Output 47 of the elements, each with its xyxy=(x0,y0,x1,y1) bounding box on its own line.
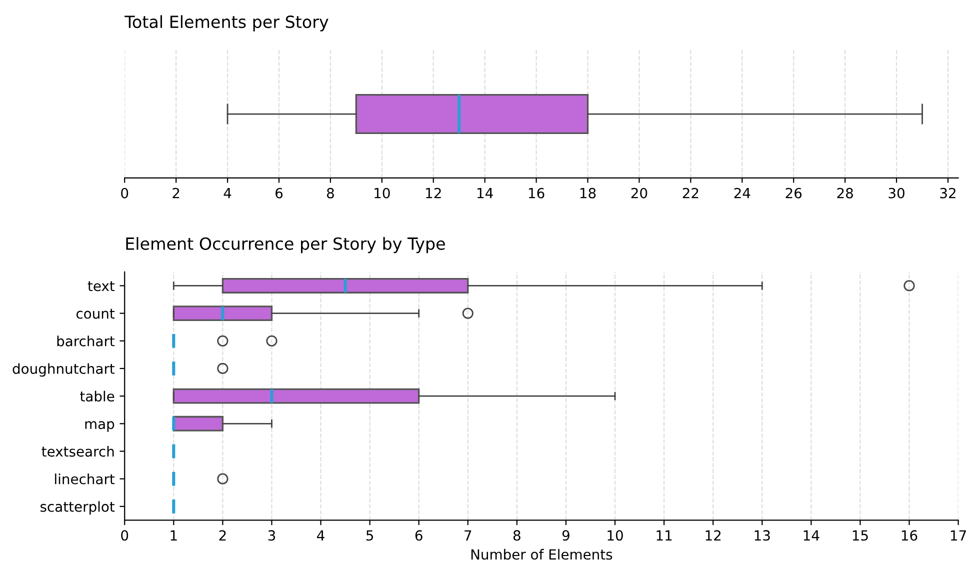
x-tick-label: 24 xyxy=(734,188,750,198)
y-tick-label: linechart xyxy=(55,474,115,484)
y-tick-label: map xyxy=(85,421,114,432)
x-tick-label: 17 xyxy=(950,530,966,540)
chart-title: Element Occurrence per Story by Type xyxy=(126,237,445,254)
x-tick-label: 6 xyxy=(276,188,283,198)
x-tick-label: 2 xyxy=(172,188,180,198)
y-tick-label: table xyxy=(80,390,114,402)
x-tick-label: 12 xyxy=(706,530,721,540)
x-tick-label: 30 xyxy=(888,188,904,198)
y-tick-label: doughnutchart xyxy=(12,363,115,377)
x-tick-label: 16 xyxy=(528,188,544,198)
chart-title: Total Elements per Story xyxy=(124,15,328,32)
x-tick-label: 14 xyxy=(478,188,493,198)
x-tick-label: 5 xyxy=(366,530,374,541)
x-tick-label: 4 xyxy=(317,530,324,540)
x-tick-label: 10 xyxy=(608,530,623,541)
x-tick-label: 10 xyxy=(374,188,390,198)
x-tick-label: 12 xyxy=(426,188,441,198)
x-tick-label: 2 xyxy=(219,530,226,540)
x-tick-label: 9 xyxy=(562,530,570,541)
x-tick-label: 6 xyxy=(415,530,422,541)
x-axis-title: Number of Elements xyxy=(471,548,612,560)
x-tick-label: 16 xyxy=(902,530,918,541)
x-tick-label: 11 xyxy=(656,530,672,540)
y-tick-label: scatterplot xyxy=(40,501,115,515)
y-tick-label: count xyxy=(76,308,115,319)
x-tick-label: 0 xyxy=(121,530,128,541)
x-tick-label: 28 xyxy=(837,188,853,198)
x-tick-label: 22 xyxy=(682,188,698,198)
x-tick-label: 20 xyxy=(631,188,648,198)
x-tick-label: 0 xyxy=(121,188,128,198)
x-tick-label: 8 xyxy=(513,530,520,541)
y-tick-label: text xyxy=(88,281,115,292)
x-tick-label: 14 xyxy=(804,530,820,540)
x-tick-label: 8 xyxy=(326,188,334,198)
x-tick-label: 32 xyxy=(940,188,956,198)
y-tick-label: textsearch xyxy=(42,446,114,457)
x-tick-label: 7 xyxy=(464,530,472,540)
x-tick-label: 26 xyxy=(786,188,802,198)
x-tick-label: 4 xyxy=(224,188,232,198)
y-tick-label: barchart xyxy=(57,336,115,346)
x-tick-label: 18 xyxy=(580,188,596,198)
x-tick-label: 3 xyxy=(268,530,276,541)
x-tick-label: 15 xyxy=(852,530,868,541)
x-tick-label: 13 xyxy=(754,530,770,541)
x-tick-label: 1 xyxy=(170,530,177,540)
